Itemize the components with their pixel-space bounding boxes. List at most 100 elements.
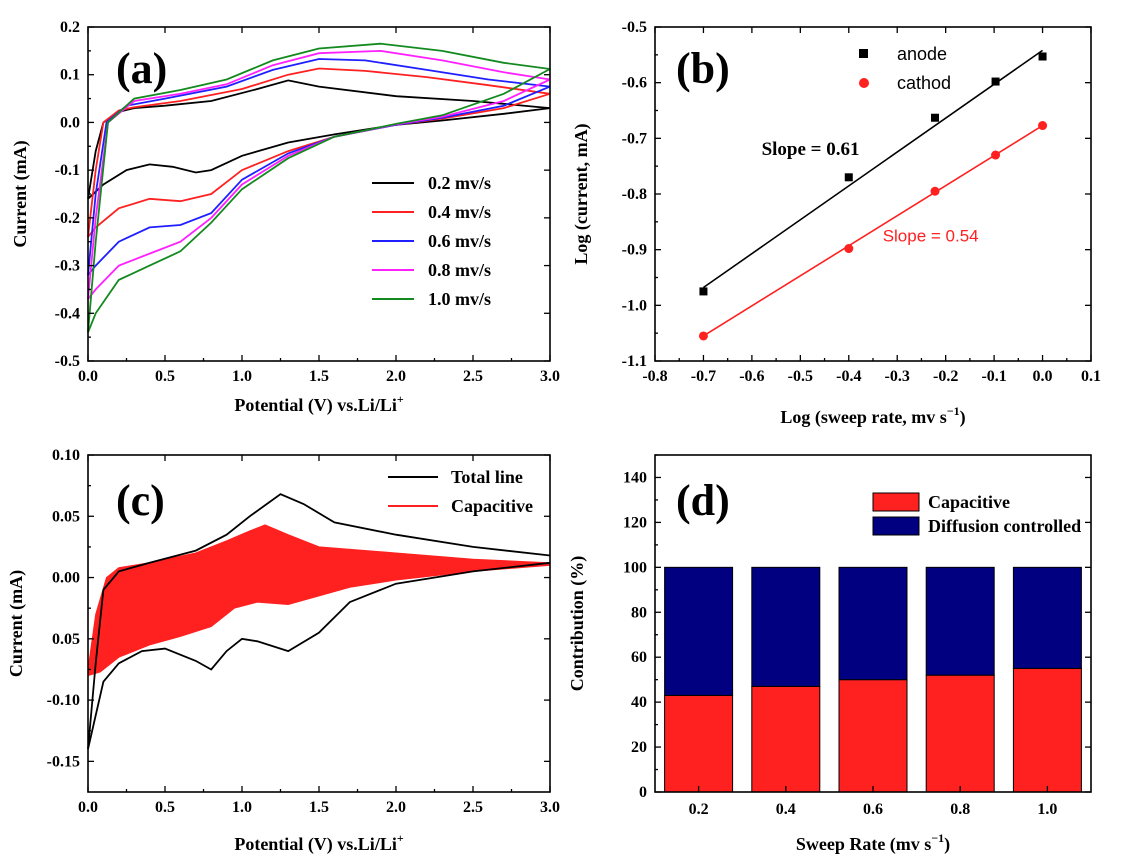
panel-b-y-tick-label: -0.6 — [622, 75, 647, 92]
panel-d-bar-capacitive — [838, 679, 908, 793]
panel-b-fit-line — [703, 124, 1043, 337]
panel-d-x-axis-title-sup: −1 — [931, 831, 944, 845]
panel-d-x-axis-title-main: Sweep Rate (mv s — [796, 834, 931, 855]
panel-a-legend-label: 0.2 mv/s — [428, 173, 491, 193]
panel-a-x-tick-label: 1.5 — [309, 368, 329, 385]
panel-d-y-tick-label: 80 — [631, 604, 647, 621]
panel-a-legend: 0.2 mv/s 0.4 mv/s 0.6 mv/s 0.8 mv/s 1.0 mv/s — [372, 173, 491, 309]
panel-b-data-point — [1038, 121, 1048, 131]
panel-c-total-line-lower — [87, 561, 551, 750]
panel-c-y-tick-label: -0.15 — [47, 753, 80, 770]
panel-d-panel-label: (d) — [676, 476, 730, 525]
panel-b-x-tick-label: -0.5 — [788, 368, 813, 385]
panel-a-series-upper-branch — [87, 67, 551, 238]
panel-d-y-tick-label: 120 — [623, 514, 647, 531]
panel-b-data-point — [1038, 52, 1047, 61]
panel-a-series-lower-branch — [87, 78, 551, 300]
panel-d-bar-diffusion — [925, 566, 995, 676]
panel-a-x-axis-title: Potential (V) vs.Li/Li+ — [234, 392, 404, 416]
panel-b-y-tick-label: -0.7 — [622, 130, 647, 147]
panel-b-y-tick-label: -0.9 — [622, 242, 647, 259]
panel-c-total-line-upper — [87, 493, 551, 750]
panel-b-x-tick-label: -0.8 — [642, 368, 667, 385]
panel-d-bar-capacitive — [751, 685, 821, 793]
panel-d-bar-capacitive — [664, 694, 734, 793]
panel-a-y-tick-label: 0.1 — [60, 67, 80, 84]
panel-b-x-tick-label: -0.3 — [885, 368, 910, 385]
panel-c-y-tick-label: 0.10 — [52, 447, 80, 464]
panel-a-x-tick-label: 1.0 — [232, 368, 252, 385]
panel-a-series-lower-branch — [87, 107, 551, 200]
panel-b-legend-label: cathod — [897, 73, 951, 93]
panel-b-x-tick-label: -0.2 — [933, 368, 958, 385]
panel-d: 0.2 0.4 0.6 0.8 1.0 0 20 40 60 80 100 120 140 Sweep R… — [567, 454, 1092, 855]
panel-d-y-axis-title: Contribution (%) — [567, 556, 588, 692]
panel-d-y-tick-label: 60 — [631, 649, 647, 666]
panel-a-series-upper-branch — [87, 58, 551, 276]
panel-a-y-tick-label: 0.0 — [60, 114, 80, 131]
panel-a-legend-label: 0.6 mv/s — [428, 231, 491, 251]
panel-b-y-tick-label: -1.0 — [622, 297, 647, 314]
panel-d-x-tick-label: 0.6 — [863, 801, 883, 818]
panel-b-x-axis-title-main: Log (sweep rate, mv s — [780, 407, 946, 428]
panel-a-y-tick-label: 0.2 — [60, 19, 80, 36]
panel-d-bar-capacitive — [925, 674, 995, 793]
panel-a-series-lower-branch — [87, 85, 551, 276]
panel-a-x-tick-label: 0.0 — [78, 368, 98, 385]
panel-c-x-tick-label: 2.5 — [463, 799, 483, 816]
panel-b-x-axis-title-end: ) — [960, 407, 966, 428]
panel-d-bar-diffusion — [664, 566, 734, 696]
panel-a-y-axis-title: Current (mA) — [10, 140, 31, 247]
panel-c-x-axis-title-main: Potential (V) vs.Li/Li — [234, 834, 397, 855]
panel-c-y-axis-title: Current (mA) — [6, 570, 27, 677]
panel-d-legend: Capacitive Diffusion controlled — [872, 492, 1081, 536]
panel-d-x-axis-title-end: ) — [944, 834, 950, 855]
panel-b-y-tick-label: -0.8 — [622, 186, 647, 203]
panel-b-x-tick-label: -0.7 — [691, 368, 716, 385]
panel-a-y-tick-label: -0.1 — [55, 162, 80, 179]
panel-c-x-axis-title: Potential (V) vs.Li/Li+ — [234, 831, 404, 855]
panel-b-x-tick-label: 0.1 — [1081, 368, 1101, 385]
panel-c-panel-label: (c) — [116, 476, 165, 525]
panel-b-slope-annotation: Slope = 0.54 — [883, 226, 979, 245]
panel-d-bar-diffusion — [751, 566, 821, 687]
panel-a-series — [87, 42, 551, 333]
panel-d-legend-label: Diffusion controlled — [928, 516, 1081, 536]
panel-b-fit-line — [702, 49, 1044, 289]
panel-d-y-tick-label: 0 — [639, 784, 647, 801]
panel-b-data-point — [991, 150, 1001, 160]
panel-c-y-tick-label: 0.05 — [52, 631, 80, 648]
panel-c-legend: Total line Capacitive — [388, 467, 533, 516]
panel-d-y-tick-label: 20 — [631, 739, 647, 756]
panel-b-legend-label: anode — [897, 44, 947, 64]
panel-b-data-point — [844, 244, 854, 254]
panel-d-x-axis-title: Sweep Rate (mv s−1) — [796, 831, 950, 855]
panel-b-panel-label: (b) — [676, 44, 730, 93]
panel-a-x-tick-label: 2.5 — [463, 368, 483, 385]
panel-a-legend-label: 1.0 mv/s — [428, 289, 491, 309]
panel-c-x-tick-label: 1.0 — [232, 799, 252, 816]
panel-a-y-tick-label: -0.3 — [55, 258, 80, 275]
panel-b-data-point — [844, 173, 853, 182]
panel-a-x-tick-label: 0.5 — [155, 368, 175, 385]
panel-b-legend-swatch — [859, 78, 869, 88]
panel-d-x-tick-label: 0.2 — [689, 801, 709, 818]
panel-a: 0.0 0.5 1.0 1.5 2.0 2.5 3.0 -0.5 -0.4 -0.3 -0.2 -0.… — [10, 19, 560, 416]
panel-b: -0.8 -0.7 -0.6 -0.5 -0.4 -0.3 -0.2 -0.1 0.0 0.1 -1… — [571, 19, 1101, 428]
panel-b-data-point — [698, 331, 708, 341]
panel-d-bar-diffusion — [1012, 566, 1082, 669]
panel-d-legend-swatch — [872, 516, 920, 536]
panel-b-series — [699, 49, 1047, 296]
panel-b-slope-annotation: Slope = 0.61 — [762, 139, 860, 160]
panel-d-legend-label: Capacitive — [928, 492, 1010, 512]
panel-b-data-point — [991, 77, 1000, 86]
panel-a-y-tick-label: -0.2 — [55, 210, 80, 227]
panel-b-data-point — [931, 113, 940, 122]
panel-d-legend-swatch — [872, 492, 920, 512]
panel-d-plot-frame — [654, 454, 1092, 793]
panel-b-data-point — [930, 186, 940, 196]
panel-b-x-tick-label: -0.4 — [836, 368, 861, 385]
panel-d-bar-diffusion — [838, 566, 908, 681]
panel-a-x-tick-label: 3.0 — [540, 368, 560, 385]
